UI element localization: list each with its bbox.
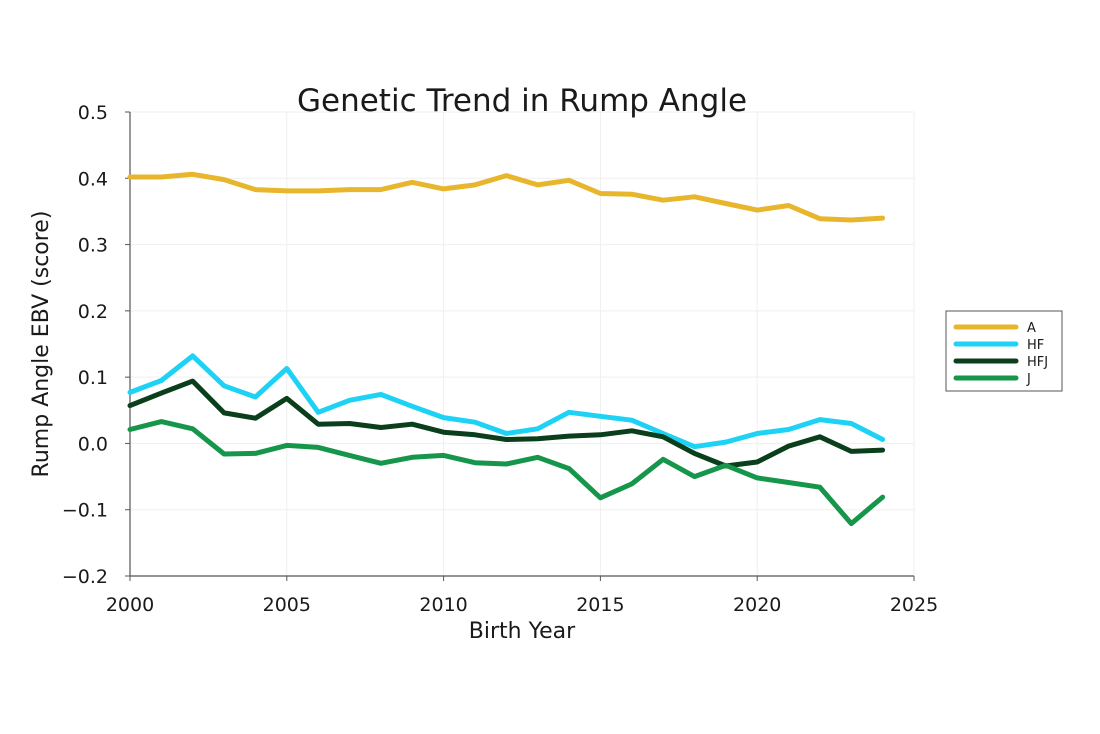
y-tick-label: 0.0 — [78, 433, 108, 455]
chart-title: Genetic Trend in Rump Angle — [297, 83, 747, 119]
y-tick-label: 0.1 — [78, 367, 108, 389]
y-tick-label: 0.3 — [78, 235, 108, 257]
x-tick-label: 2025 — [890, 594, 938, 616]
x-tick-label: 2015 — [576, 594, 624, 616]
series-line-j — [127, 419, 886, 527]
legend-label-j: J — [1026, 372, 1031, 387]
series-line-hfj — [127, 378, 886, 469]
y-tick-label: −0.1 — [62, 500, 108, 522]
x-tick-label: 2000 — [106, 594, 154, 616]
legend-label-hfj: HFJ — [1027, 355, 1048, 370]
axes — [129, 112, 914, 577]
y-tick-label: 0.2 — [78, 301, 108, 323]
x-axis-title: Birth Year — [469, 619, 576, 644]
series-line-hf — [127, 353, 886, 450]
y-axis-title: Rump Angle EBV (score) — [29, 211, 54, 478]
y-tick-label: −0.2 — [62, 566, 108, 588]
series-lines — [127, 171, 886, 527]
series-line-a — [127, 171, 886, 223]
legend: A HF HFJ J — [945, 310, 1063, 392]
x-tick-label: 2010 — [419, 594, 467, 616]
y-tick-label: 0.5 — [78, 102, 108, 124]
x-tick-label: 2005 — [263, 594, 311, 616]
legend-label-a: A — [1027, 321, 1036, 336]
x-tick-label: 2020 — [733, 594, 781, 616]
y-tick-label: 0.4 — [78, 168, 108, 190]
ticks: 0.5 0.4 0.3 0.2 0.1 0.0 −0.1 −0.2 2000 2005 2010 20… — [62, 102, 938, 616]
legend-label-hf: HF — [1027, 338, 1044, 353]
